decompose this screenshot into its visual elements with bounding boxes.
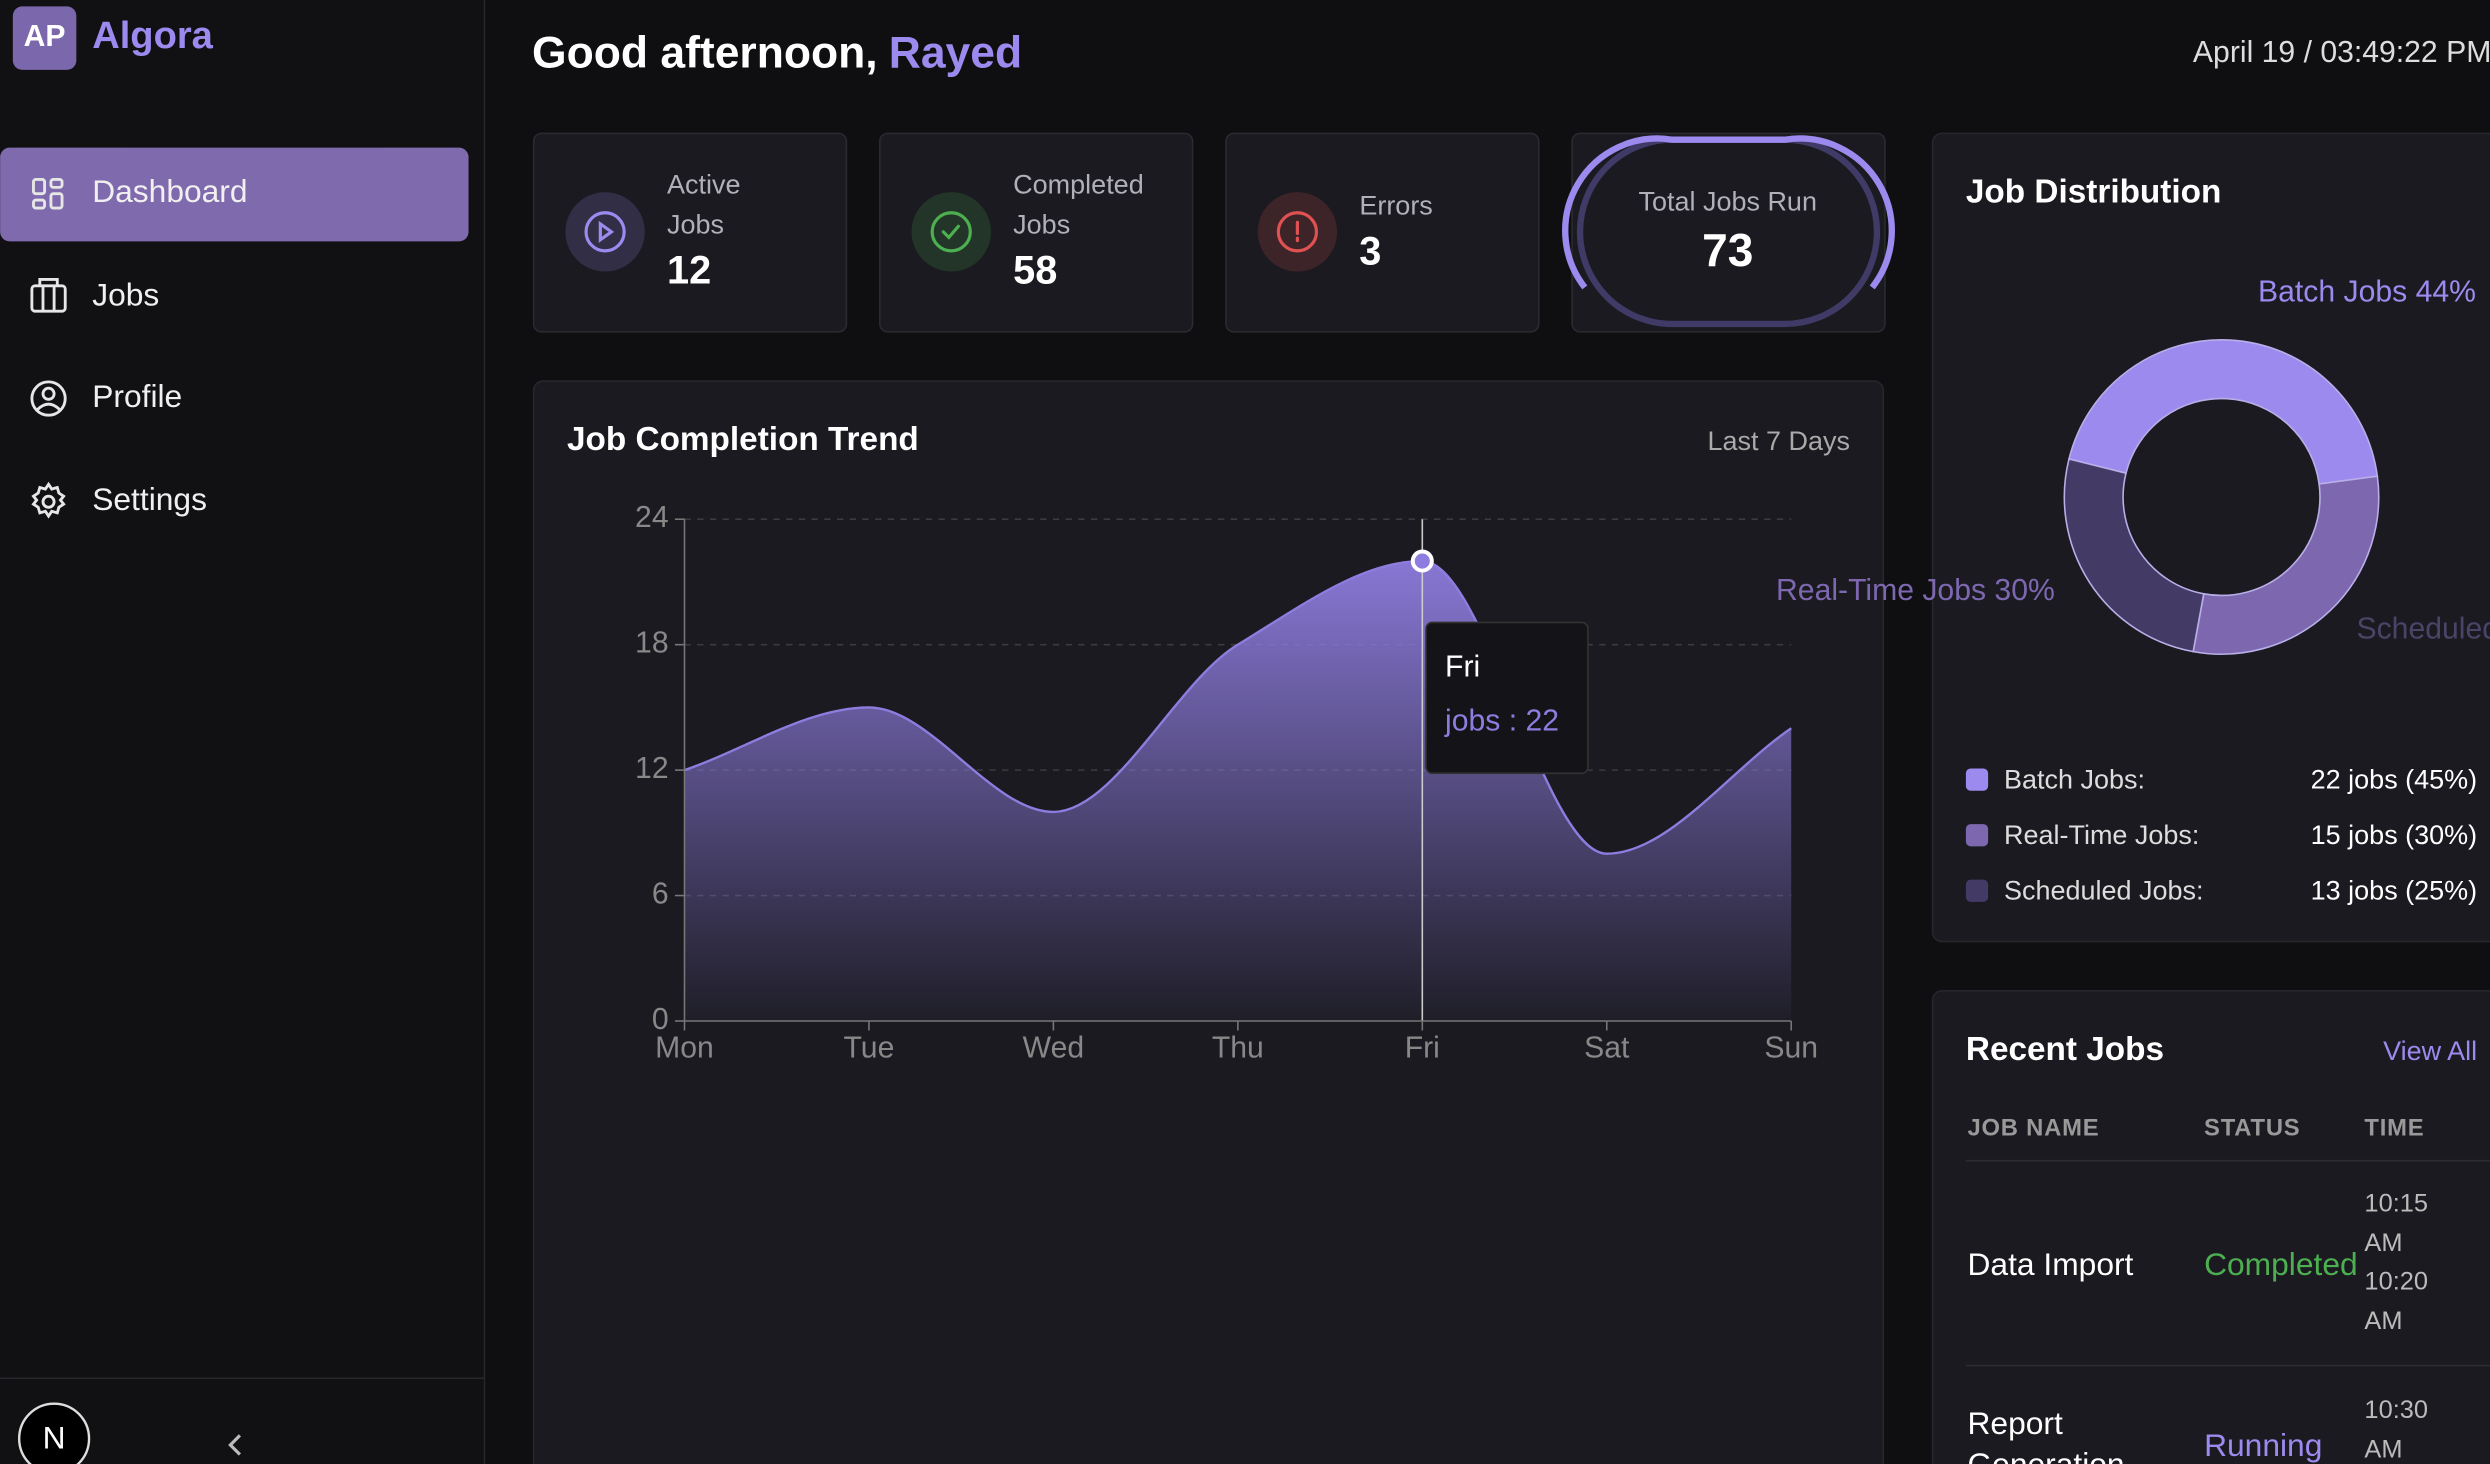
- job-name: Data Import: [1967, 1248, 2134, 1283]
- nav-item[interactable]: Settings: [92, 481, 207, 517]
- logo-box[interactable]: [12, 6, 77, 70]
- y-tick-label: 18: [635, 627, 669, 660]
- x-tick-label: Tue: [844, 1032, 895, 1065]
- slice-label: Real-Time Jobs 30%: [1776, 574, 2055, 607]
- stat-label: Active Jobs: [667, 169, 741, 240]
- column-header: STATUS: [2204, 1114, 2300, 1141]
- area: [684, 561, 1792, 1021]
- tooltip-value: jobs : 22: [1444, 704, 1559, 737]
- legend-detail: 15 jobs (30%): [2311, 820, 2478, 850]
- y-tick-label: 24: [635, 501, 669, 534]
- chart-subtitle: Last 7 Days: [1707, 426, 1850, 456]
- legend-swatch: [1965, 768, 1989, 791]
- slice-label: Batch Jobs 44%: [2258, 276, 2476, 309]
- hover-dot: [1410, 549, 1434, 573]
- y-tick-label: 12: [635, 752, 669, 785]
- legend-detail: 22 jobs (45%): [2311, 764, 2478, 794]
- x-tick-label: Sun: [1764, 1032, 1818, 1065]
- x-tick-label: Sat: [1584, 1032, 1630, 1065]
- job-status: Running: [2204, 1429, 2323, 1464]
- y-tick-label: 6: [652, 878, 669, 911]
- distribution-card: [1931, 132, 2490, 943]
- stat-card: [532, 132, 848, 333]
- x-tick-label: Thu: [1212, 1032, 1264, 1065]
- stat-value: 12: [667, 249, 711, 293]
- text-box-body: Completed Jobs: [1013, 165, 1172, 248]
- stat-glyph: [941, 224, 960, 240]
- stat-card: [879, 132, 1194, 333]
- stat-value: 58: [1013, 249, 1057, 293]
- stat-label: Errors: [1359, 190, 1433, 221]
- legend-label: Real-Time Jobs:: [2004, 820, 2199, 850]
- job-status: Completed: [2204, 1248, 2358, 1283]
- greeting-text: Good afternoon,: [532, 28, 878, 77]
- legend-label: Scheduled Jobs:: [2004, 875, 2204, 905]
- greeting: Good afternoon, Rayed: [532, 28, 1022, 77]
- logo: AP: [24, 20, 66, 53]
- legend-swatch: [1965, 879, 1989, 902]
- text-box: Errors: [1359, 186, 1518, 227]
- nav-item[interactable]: Dashboard: [92, 173, 247, 209]
- stat-label: Total Jobs Run: [1638, 186, 1817, 216]
- job-name: Report Generation: [1967, 1406, 2124, 1464]
- nav-item[interactable]: Jobs: [92, 276, 159, 312]
- stat-value: 73: [1702, 224, 1753, 276]
- stat-label: Completed Jobs: [1013, 169, 1144, 240]
- collapse-button[interactable]: [228, 1434, 242, 1456]
- text-box-body: Active Jobs: [667, 165, 826, 248]
- recent-card: [1931, 990, 2490, 1464]
- donut-slice: [2068, 339, 2379, 485]
- legend-label: Batch Jobs:: [2004, 764, 2145, 794]
- recent-title: Recent Jobs: [1966, 1031, 2164, 1068]
- stat-icon: [1276, 211, 1319, 253]
- job-time: 10:30 AM: [2364, 1397, 2429, 1464]
- stat-value: 3: [1359, 230, 1381, 274]
- avatar-letter: N: [43, 1420, 66, 1456]
- stat-card: [1571, 132, 1886, 333]
- x-tick-label: Wed: [1023, 1032, 1084, 1065]
- column-header: TIME: [2364, 1114, 2424, 1141]
- stat-icon: [930, 211, 972, 253]
- view-all[interactable]: View All: [2383, 1036, 2477, 1066]
- text-box-body: Data Import Completed 10:15 AM 10:20 AM Rep…: [1933, 1162, 2490, 1464]
- legend-swatch: [1965, 824, 1989, 847]
- donut-slice: [2192, 475, 2380, 655]
- charts: Job Completion Trend Last 7 Days 0 6 12 18 24 M…: [567, 174, 2490, 1065]
- nav-active: [0, 147, 469, 242]
- stat-ring-accent: [1562, 135, 1895, 290]
- chart-title: Job Completion Trend: [567, 421, 919, 458]
- stats: 12 58 3 Total Jobs Run 73: [532, 132, 1895, 333]
- user-name: Rayed: [889, 28, 1022, 77]
- stat-card: [1225, 132, 1540, 333]
- text-box: Completed Jobs: [1013, 165, 1172, 248]
- stat-icon-bg: [565, 192, 645, 272]
- stat-icon: [584, 211, 626, 253]
- stat-icon-bg: [911, 192, 991, 272]
- nav-icons: [30, 177, 67, 519]
- slice-label: Scheduled Jobs 26%: [2356, 612, 2490, 645]
- text-box-body: Errors: [1359, 186, 1518, 227]
- x-tick-label: Fri: [1405, 1032, 1440, 1065]
- tooltip: [1425, 621, 1589, 775]
- line: [684, 559, 1792, 855]
- y-tick-label: 0: [652, 1003, 669, 1036]
- tooltip-title: Fri: [1445, 650, 1480, 683]
- column-header: JOB NAME: [1967, 1114, 2099, 1141]
- nav-item[interactable]: Profile: [92, 378, 182, 414]
- stat-glyph: [598, 220, 615, 243]
- job-time: 10:15 AM 10:20 AM: [2364, 1190, 2429, 1335]
- x-tick-label: Mon: [655, 1032, 714, 1065]
- text-box: Active Jobs: [667, 165, 826, 248]
- sidebar: [0, 0, 485, 1464]
- avatar[interactable]: [17, 1402, 91, 1464]
- donut-slice: [2063, 458, 2205, 653]
- brand[interactable]: Algora: [92, 15, 213, 57]
- chart-title: Job Distribution: [1966, 174, 2221, 211]
- legend-detail: 13 jobs (25%): [2311, 875, 2478, 905]
- datetime: April 19 / 03:49:22 PM: [2193, 36, 2490, 69]
